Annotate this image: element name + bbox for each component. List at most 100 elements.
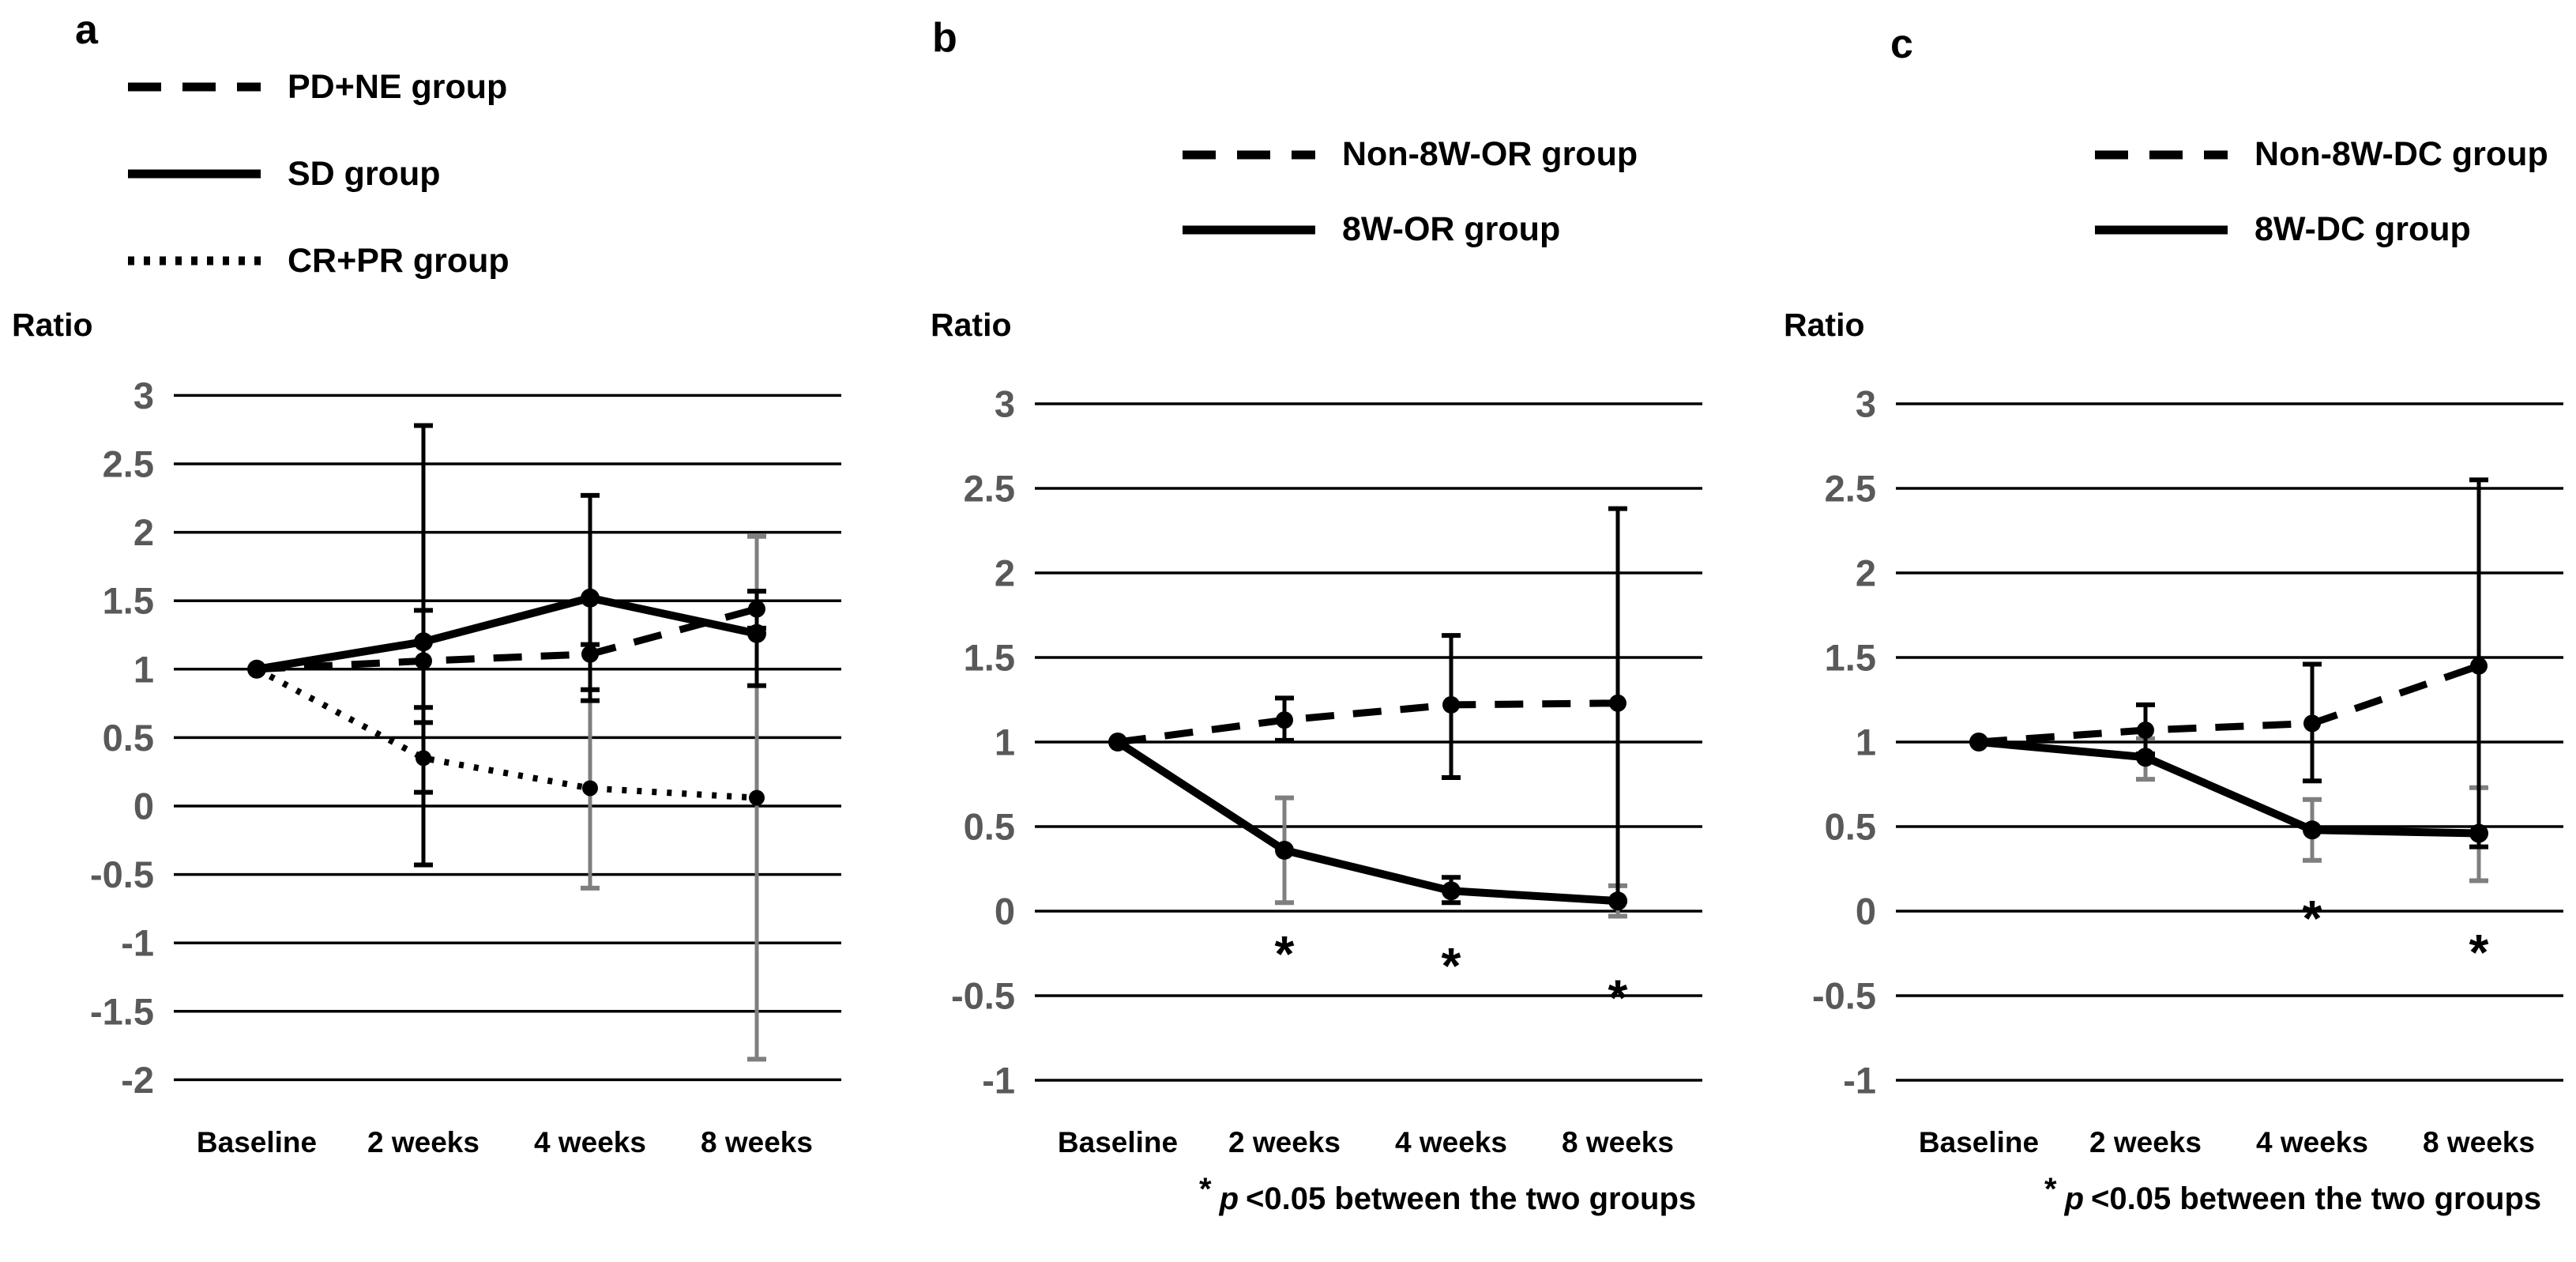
y-axis-tick-labels: 3 2.5 2 1.5 1 0.5 0 -0.5 -1	[1812, 382, 1876, 1101]
y-axis-tick-labels: 3 2.5 2 1.5 1 0.5 0 -0.5 -1 -1.5 -2	[90, 375, 154, 1101]
legend-panel-a: PD+NE group SD group CR+PR group	[126, 43, 510, 304]
data-point-marker	[1275, 840, 1294, 860]
y-tick-label: 0	[134, 785, 154, 827]
legend-label: CR+PR group	[288, 241, 510, 280]
y-tick-label: 2.5	[964, 467, 1015, 509]
asterisk-icon: *	[2303, 890, 2322, 947]
data-point-marker	[2136, 748, 2155, 767]
asterisk-icon: *	[1442, 937, 1461, 994]
data-point-marker	[249, 661, 265, 677]
y-tick-label: 1.5	[1825, 636, 1876, 678]
asterisk-icon: *	[1275, 925, 1295, 982]
data-point-marker	[2303, 820, 2322, 840]
legend-line-dotted-icon	[128, 256, 261, 266]
panel-letter-c: c	[1890, 21, 1913, 67]
series-line-dashed	[256, 605, 758, 673]
data-point-marker	[582, 780, 598, 797]
footnote-text: <0.05 between the two groups	[1246, 1181, 1697, 1216]
series-line-solid	[256, 593, 758, 673]
asterisk-icon: *	[2044, 1172, 2057, 1207]
data-point-marker	[749, 789, 765, 806]
series-dashed	[1970, 657, 2488, 751]
y-axis-title: Ratio	[931, 307, 1012, 343]
legend-item: PD+NE group	[126, 43, 510, 130]
legend-line-solid-icon	[1183, 225, 1315, 234]
data-point-marker	[1108, 733, 1127, 752]
data-point-marker	[1609, 694, 1626, 712]
y-tick-label: 3	[995, 382, 1015, 424]
data-point-marker	[2303, 714, 2321, 733]
legend-item: Non-8W-DC group	[2093, 117, 2548, 192]
data-point-marker	[748, 600, 765, 618]
data-point-marker	[2137, 721, 2154, 740]
series-solid	[1969, 733, 2488, 843]
y-axis-title: Ratio	[1784, 307, 1865, 343]
legend-item: Non-8W-OR group	[1181, 117, 1638, 192]
y-tick-label: 3	[134, 375, 154, 416]
data-point-marker	[2469, 823, 2488, 843]
series-line-solid	[1978, 738, 2480, 838]
data-point-marker	[581, 645, 599, 663]
series-line-dashed	[1978, 662, 2480, 746]
chart-plot-a: 3 2.5 2 1.5 1 0.5 0 -0.5 -1 -1.5 -2 Baseline 2 weeks…	[90, 375, 841, 1158]
data-point-marker	[1276, 711, 1293, 729]
y-tick-label: 1.5	[964, 636, 1015, 678]
y-tick-label: -0.5	[1812, 974, 1876, 1016]
footnote-text: <0.05 between the two groups	[2091, 1181, 2542, 1216]
panel-letter-a: a	[75, 7, 98, 53]
x-axis-tick-labels: Baseline 2 weeks 4 weeks 8 weeks	[1058, 1126, 1674, 1158]
panel-letter-b: b	[932, 15, 957, 61]
black-error-bars	[2136, 477, 2488, 849]
y-tick-label: 2	[134, 511, 154, 553]
y-tick-label: 1.5	[103, 580, 154, 622]
legend-label: 8W-OR group	[1342, 210, 1561, 248]
x-tick-label: Baseline	[1058, 1126, 1178, 1158]
y-tick-label: 0.5	[1825, 805, 1876, 847]
series-line-solid	[1115, 738, 1619, 906]
y-axis-tick-labels: 3 2.5 2 1.5 1 0.5 0 -0.5 -1	[951, 382, 1015, 1101]
legend-label: SD group	[288, 154, 441, 193]
data-point-marker	[1969, 733, 1988, 752]
series-dashed	[248, 600, 765, 678]
y-tick-label: 2.5	[1825, 467, 1876, 509]
y-tick-label: 0.5	[964, 805, 1015, 847]
legend-line-solid-icon	[128, 169, 261, 179]
significance-footnote-a	[0, 1181, 15, 1217]
y-tick-label: 2.5	[103, 443, 154, 484]
x-tick-label: 8 weeks	[701, 1126, 813, 1158]
chart-plot-c: 3 2.5 2 1.5 1 0.5 0 -0.5 -1 Baseline 2 weeks 4 week…	[1812, 382, 2563, 1158]
x-tick-label: Baseline	[1919, 1126, 2039, 1158]
series-line-dotted	[255, 666, 758, 801]
legend-label: Non-8W-DC group	[2254, 135, 2548, 173]
y-tick-label: -1	[1843, 1059, 1876, 1101]
legend-item: 8W-OR group	[1181, 192, 1638, 267]
x-tick-label: 8 weeks	[1562, 1126, 1674, 1158]
y-tick-label: 0	[995, 890, 1015, 932]
asterisk-icon: *	[1608, 970, 1628, 1027]
y-tick-label: 0	[1856, 890, 1876, 932]
x-tick-label: 2 weeks	[1228, 1126, 1341, 1158]
x-tick-label: 4 weeks	[2256, 1126, 2368, 1158]
x-tick-label: Baseline	[197, 1126, 317, 1158]
data-point-marker	[1442, 881, 1461, 901]
series-solid	[1108, 733, 1627, 911]
asterisk-icon: *	[2469, 924, 2489, 981]
legend-item: SD group	[126, 130, 510, 217]
x-tick-label: 2 weeks	[2089, 1126, 2202, 1158]
data-point-marker	[416, 750, 431, 767]
significance-asterisks: * * *	[1275, 925, 1628, 1027]
data-point-marker	[414, 632, 433, 652]
footnote-p: p	[1219, 1181, 1239, 1216]
legend-line-solid-icon	[2095, 225, 2228, 234]
legend-line-dashed-icon	[1183, 150, 1315, 159]
y-tick-label: -1	[121, 922, 154, 964]
y-axis-title: Ratio	[12, 307, 93, 343]
significance-footnote-c: * p <0.05 between the two groups	[2044, 1172, 2542, 1217]
legend-item: 8W-DC group	[2093, 192, 2548, 267]
x-axis-tick-labels: Baseline 2 weeks 4 weeks 8 weeks	[1919, 1126, 2535, 1158]
legend-panel-b: Non-8W-OR group 8W-OR group	[1181, 117, 1638, 267]
gridlines	[1035, 402, 1702, 1082]
significance-footnote-b: * p <0.05 between the two groups	[1199, 1172, 1697, 1217]
series-dotted	[249, 661, 765, 806]
gridlines	[174, 394, 841, 1082]
